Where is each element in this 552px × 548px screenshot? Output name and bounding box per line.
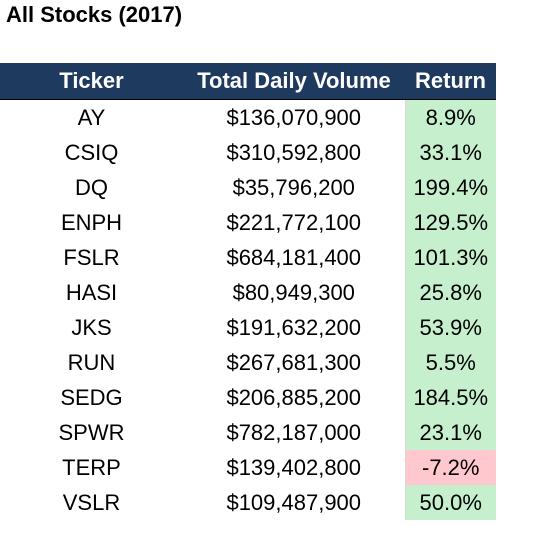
volume-cell[interactable]: $191,632,200 [226,314,362,340]
ticker-cell[interactable]: SEDG [60,384,123,410]
volume-cell[interactable]: $109,487,900 [226,489,362,515]
table-row: RUN $267,681,300 5.5% [0,345,496,380]
table-row: ENPH $221,772,100 129.5% [0,205,496,240]
ticker-cell[interactable]: DQ [75,174,108,200]
ticker-cell[interactable]: VSLR [62,489,121,515]
header-row: Ticker Total Daily Volume Return [0,63,496,100]
column-header-ticker[interactable]: Ticker [0,63,183,100]
ticker-cell[interactable]: CSIQ [64,139,119,165]
volume-cell[interactable]: $267,681,300 [226,349,362,375]
table-row: SPWR $782,187,000 23.1% [0,415,496,450]
volume-cell[interactable]: $684,181,400 [226,244,362,270]
ticker-cell[interactable]: SPWR [58,419,125,445]
table-row: HASI $80,949,300 25.8% [0,275,496,310]
return-cell[interactable]: 23.1% [404,415,496,450]
return-cell[interactable]: 53.9% [404,310,496,345]
sheet-title: All Stocks (2017) [6,2,183,27]
table-row: FSLR $684,181,400 101.3% [0,240,496,275]
volume-cell[interactable]: $310,592,800 [226,139,362,165]
ticker-cell[interactable]: TERP [62,454,121,480]
table-row: CSIQ $310,592,800 33.1% [0,135,496,170]
table-row: TERP $139,402,800 -7.2% [0,450,496,485]
table-row: SEDG $206,885,200 184.5% [0,380,496,415]
volume-cell[interactable]: $221,772,100 [226,209,362,235]
stocks-table: Ticker Total Daily Volume Return AY $136,… [0,63,496,520]
volume-cell[interactable]: $139,402,800 [226,454,362,480]
return-cell[interactable]: 50.0% [404,485,496,520]
return-cell[interactable]: -7.2% [404,450,496,485]
ticker-cell[interactable]: ENPH [60,209,123,235]
column-header-total-daily-volume[interactable]: Total Daily Volume [183,63,405,100]
return-cell[interactable]: 101.3% [404,240,496,275]
volume-cell[interactable]: $80,949,300 [232,279,355,305]
table-row: DQ $35,796,200 199.4% [0,170,496,205]
ticker-cell[interactable]: FSLR [63,244,120,270]
ticker-cell[interactable]: JKS [71,314,112,340]
ticker-cell[interactable]: HASI [65,279,118,305]
table-row: JKS $191,632,200 53.9% [0,310,496,345]
return-cell[interactable]: 8.9% [404,99,496,135]
volume-cell[interactable]: $782,187,000 [226,419,362,445]
table-row: VSLR $109,487,900 50.0% [0,485,496,520]
table-row: AY $136,070,900 8.9% [0,99,496,135]
return-cell[interactable]: 129.5% [404,205,496,240]
ticker-cell[interactable]: RUN [67,349,116,375]
volume-cell[interactable]: $136,070,900 [226,104,362,130]
column-header-return[interactable]: Return [405,63,496,100]
return-cell[interactable]: 184.5% [404,380,496,415]
return-cell[interactable]: 199.4% [404,170,496,205]
return-cell[interactable]: 33.1% [404,135,496,170]
ticker-cell[interactable]: AY [77,104,106,130]
volume-cell[interactable]: $35,796,200 [232,174,355,200]
return-cell[interactable]: 5.5% [404,345,496,380]
volume-cell[interactable]: $206,885,200 [226,384,362,410]
return-cell[interactable]: 25.8% [404,275,496,310]
